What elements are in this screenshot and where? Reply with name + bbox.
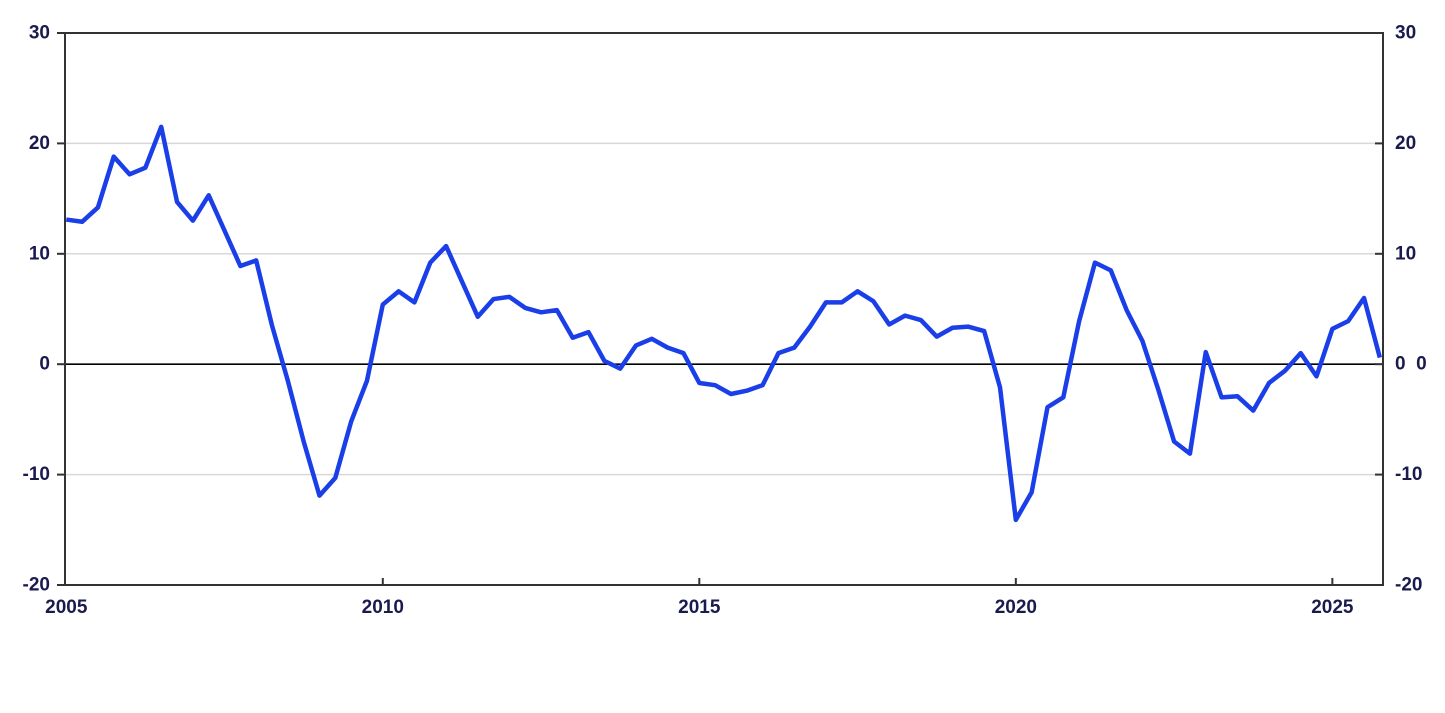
y-axis-labels-right: 30 20 10 0 0 -10 -20 — [1395, 23, 1427, 596]
plot-border-group — [64, 32, 1384, 586]
y-axis-label-right--20: -20 — [1395, 575, 1422, 596]
y-axis-label-left-30: 30 — [29, 23, 50, 44]
y-axis-label-right-30: 30 — [1395, 23, 1416, 44]
y-axis-label-left--10: -10 — [23, 464, 50, 485]
plot-border — [64, 32, 1384, 586]
y-axis-label-right-10: 10 — [1395, 243, 1416, 264]
data-line — [65, 124, 1383, 523]
data-line-group — [65, 124, 1383, 523]
y-ticks-right-group — [1375, 32, 1383, 586]
y-axis-label-left--20: -20 — [23, 575, 50, 596]
x-axis-label-2025: 2025 — [1311, 597, 1354, 618]
x-axis-label-2005: 2005 — [45, 597, 88, 618]
y-axis-label-left-0: 0 — [39, 354, 50, 375]
y-axis-label-left-20: 20 — [29, 133, 50, 154]
x-axis-label-2015: 2015 — [678, 597, 721, 618]
x-axis-label-2020: 2020 — [995, 597, 1037, 618]
y-axis-label-left-10: 10 — [29, 243, 50, 264]
y-axis-label-right--10: -10 — [1395, 464, 1422, 485]
y-ticks-left-group — [57, 32, 65, 586]
x-axis-labels: 2005 2010 2015 2020 2025 — [45, 597, 1354, 618]
y-axis-label-right-0: 0 0 — [1395, 354, 1427, 375]
x-ticks-group — [381, 578, 1334, 585]
y-axis-label-right-20: 20 — [1395, 133, 1416, 154]
x-axis-label-2010: 2010 — [362, 597, 404, 618]
y-axis-labels-left: 30 20 10 0 -10 -20 — [23, 23, 50, 596]
gridlines-group — [65, 142, 1383, 476]
